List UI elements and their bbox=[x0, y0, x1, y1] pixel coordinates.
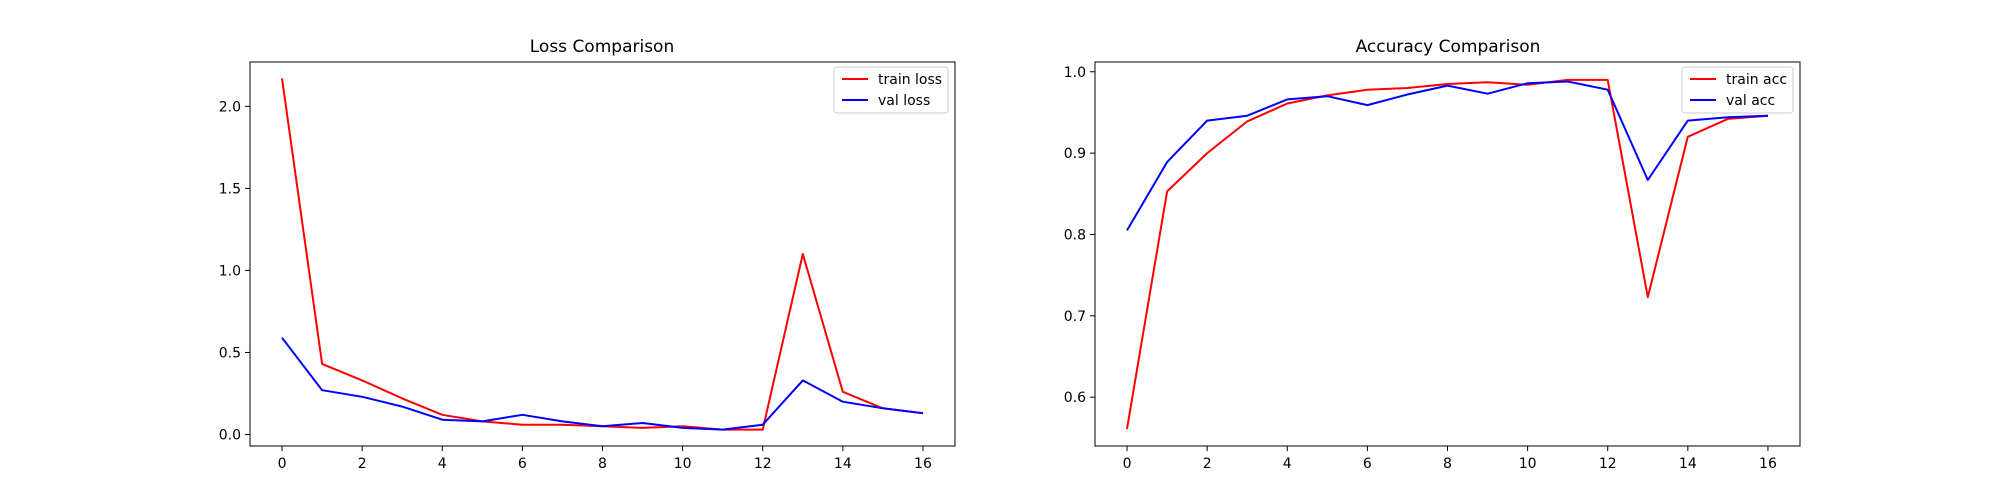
x-tick-label: 2 bbox=[1203, 456, 1212, 472]
x-tick-label: 8 bbox=[1443, 456, 1452, 472]
x-tick-label: 6 bbox=[518, 456, 527, 472]
x-tick-label: 12 bbox=[754, 456, 772, 472]
y-tick-label: 0.7 bbox=[1064, 309, 1086, 325]
y-axis: 0.0 0.5 1.0 1.5 2.0 bbox=[219, 99, 250, 444]
y-tick-label: 1.5 bbox=[219, 181, 241, 197]
x-tick-label: 0 bbox=[278, 456, 287, 472]
chart-marks bbox=[1126, 78, 1769, 430]
x-tick-label: 4 bbox=[1283, 456, 1292, 472]
y-tick-label: 1.0 bbox=[219, 263, 241, 279]
legend-label-train-loss: train loss bbox=[878, 72, 942, 88]
legend-label-val-loss: val loss bbox=[878, 93, 930, 109]
y-tick-label: 0.6 bbox=[1064, 390, 1086, 406]
legend: train acc val acc bbox=[1681, 66, 1794, 114]
y-tick-label: 0.5 bbox=[219, 345, 241, 361]
x-tick-label: 6 bbox=[1363, 456, 1372, 472]
y-tick-label: 1.0 bbox=[1064, 65, 1086, 81]
x-tick-label: 10 bbox=[674, 456, 692, 472]
y-tick-label: 0.0 bbox=[219, 428, 241, 444]
y-axis: 0.6 0.7 0.8 0.9 1.0 bbox=[1064, 65, 1095, 406]
legend-label-train-acc: train acc bbox=[1726, 72, 1787, 88]
chart-marks bbox=[281, 78, 924, 431]
x-tick-label: 4 bbox=[438, 456, 447, 472]
series-line-val-loss bbox=[281, 337, 924, 431]
x-tick-label: 0 bbox=[1123, 456, 1132, 472]
series-line-val-acc bbox=[1126, 80, 1769, 231]
accuracy-comparison-chart: Accuracy Comparison 0 2 4 6 8 10 12 14 16 0.6 0.7… bbox=[1064, 37, 1801, 472]
y-tick-label: 0.9 bbox=[1064, 146, 1086, 162]
x-tick-label: 10 bbox=[1519, 456, 1537, 472]
x-tick-label: 14 bbox=[1679, 456, 1697, 472]
x-tick-label: 12 bbox=[1599, 456, 1617, 472]
chart-title: Accuracy Comparison bbox=[1356, 37, 1541, 57]
y-tick-label: 0.8 bbox=[1064, 227, 1086, 243]
legend: train loss val loss bbox=[833, 66, 949, 114]
x-tick-label: 8 bbox=[598, 456, 607, 472]
y-tick-label: 2.0 bbox=[219, 99, 241, 115]
x-axis: 0 2 4 6 8 10 12 14 16 bbox=[1123, 446, 1777, 472]
series-line-train-acc bbox=[1126, 78, 1769, 430]
legend-label-val-acc: val acc bbox=[1726, 93, 1775, 109]
x-tick-label: 2 bbox=[358, 456, 367, 472]
chart-title: Loss Comparison bbox=[530, 37, 674, 57]
x-tick-label: 16 bbox=[914, 456, 932, 472]
x-axis: 0 2 4 6 8 10 12 14 16 bbox=[278, 446, 932, 472]
x-tick-label: 14 bbox=[834, 456, 852, 472]
x-tick-label: 16 bbox=[1759, 456, 1777, 472]
loss-comparison-chart: Loss Comparison 0 2 4 6 8 10 12 14 16 0.0 0.5 1.0 1… bbox=[219, 37, 956, 472]
